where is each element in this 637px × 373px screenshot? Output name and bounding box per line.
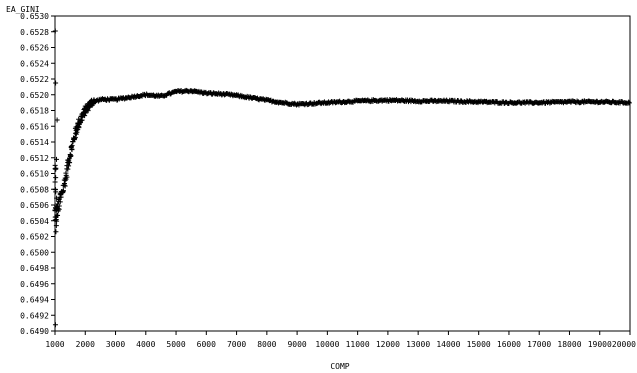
x-tick-label: 11000: [346, 340, 370, 349]
data-point: [72, 135, 78, 141]
data-point: [53, 214, 59, 220]
data-point: [56, 203, 62, 209]
x-tick-label: 18000: [557, 340, 581, 349]
data-point: [53, 175, 59, 181]
x-tick-label: 10000: [315, 340, 339, 349]
data-point: [83, 110, 89, 116]
data-point: [54, 156, 60, 162]
y-tick-label: 0.6518: [20, 107, 49, 116]
y-tick-label: 0.6514: [20, 138, 49, 147]
data-point: [53, 165, 59, 171]
data-point: [54, 195, 60, 201]
x-tick-label: 6000: [197, 340, 216, 349]
data-point: [65, 166, 71, 172]
x-tick-label: 2000: [76, 340, 95, 349]
x-tick-label: 9000: [287, 340, 306, 349]
data-point: [54, 117, 60, 123]
y-tick-label: 0.6508: [20, 185, 49, 194]
data-point: [60, 188, 66, 194]
y-tick-label: 0.6492: [20, 311, 49, 320]
y-tick-label: 0.6502: [20, 233, 49, 242]
y-tick-label: 0.6494: [20, 296, 49, 305]
data-point: [52, 162, 58, 168]
data-point: [626, 99, 632, 105]
data-markers: [52, 28, 632, 328]
y-tick-label: 0.6522: [20, 75, 49, 84]
data-point: [52, 322, 58, 328]
data-point: [66, 160, 72, 166]
x-tick-label: 13000: [406, 340, 430, 349]
y-tick-label: 0.6512: [20, 154, 49, 163]
x-tick-label: 1000: [45, 340, 64, 349]
y-tick-label: 0.6498: [20, 264, 49, 273]
data-point: [66, 163, 72, 169]
x-axis-title: COMP: [330, 362, 349, 371]
x-tick-label: 19000: [588, 340, 612, 349]
data-point: [68, 153, 74, 159]
data-point: [76, 125, 82, 131]
data-point: [69, 147, 75, 153]
x-tick-label: 8000: [257, 340, 276, 349]
x-tick-label: 14000: [436, 340, 460, 349]
data-point: [53, 80, 59, 86]
x-tick-label: 5000: [166, 340, 185, 349]
y-tick-label: 0.6526: [20, 44, 49, 53]
y-tick-label: 0.6504: [20, 217, 49, 226]
y-tick-label: 0.6528: [20, 28, 49, 37]
y-tick-label: 0.6500: [20, 248, 49, 257]
x-tick-label: 7000: [227, 340, 246, 349]
y-tick-label: 0.6530: [20, 12, 49, 21]
data-point: [57, 199, 63, 205]
y-axis-ticks: 0.6490 0.6492 0.6494 0.6496 0.6498 0.6500 0.65…: [20, 12, 55, 336]
data-point: [85, 108, 91, 114]
y-tick-label: 0.6490: [20, 327, 49, 336]
x-tick-label: 17000: [527, 340, 551, 349]
plot-area-frame: [54, 15, 631, 332]
data-point: [626, 100, 632, 106]
y-tick-label: 0.6524: [20, 59, 49, 68]
data-point: [52, 217, 58, 223]
y-tick-label: 0.6516: [20, 122, 49, 131]
data-point: [53, 223, 59, 229]
data-point: [53, 189, 59, 195]
data-point: [64, 174, 70, 180]
y-tick-label: 0.6506: [20, 201, 49, 210]
data-point: [54, 207, 60, 213]
x-tick-label: 3000: [106, 340, 125, 349]
data-point: [74, 129, 80, 135]
y-axis-title: EA_GINI: [6, 5, 40, 14]
data-point: [53, 229, 59, 235]
y-tick-label: 0.6520: [20, 91, 49, 100]
x-tick-label: 15000: [467, 340, 491, 349]
y-tick-label: 0.6496: [20, 280, 49, 289]
data-point: [52, 179, 58, 185]
data-point: [52, 186, 58, 192]
x-tick-label: 12000: [376, 340, 400, 349]
y-tick-label: 0.6510: [20, 170, 49, 179]
x-tick-label: 20000: [612, 340, 636, 349]
data-point: [61, 181, 67, 187]
x-tick-label: 16000: [497, 340, 521, 349]
x-axis-ticks: 1000 2000 3000 4000 5000 6000 7000 8000 9000 1000…: [45, 331, 636, 349]
x-tick-label: 4000: [136, 340, 155, 349]
data-point: [62, 183, 68, 189]
data-point: [52, 28, 58, 34]
